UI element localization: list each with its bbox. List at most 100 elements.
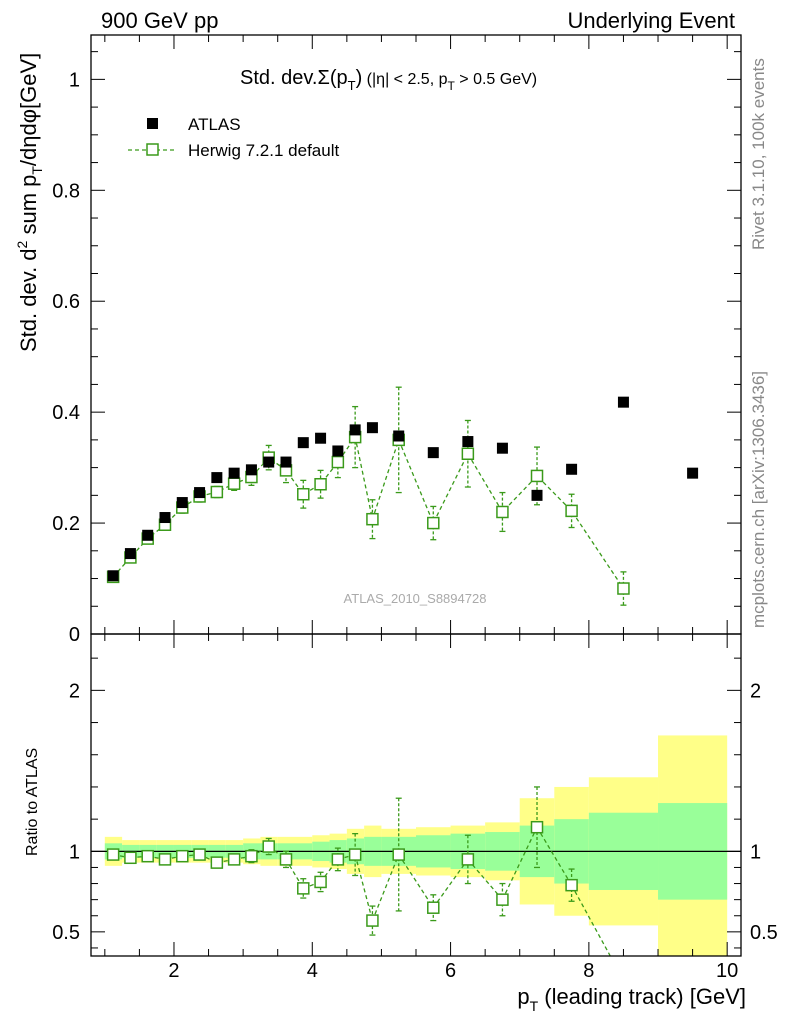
ratio-herwig-point xyxy=(245,849,258,863)
atlas-point xyxy=(315,432,327,444)
title-sigma: Σ(p xyxy=(317,67,347,89)
x-tick-label: 8 xyxy=(583,960,594,982)
atlas-point xyxy=(617,396,629,408)
title-prefix: Std. dev. xyxy=(240,67,317,89)
y-tick-label: 0.6 xyxy=(52,291,80,313)
atlas-point xyxy=(332,445,344,457)
main-y-axis-label: Std. dev. d2 sum pT/dηdφ[GeV] xyxy=(14,53,45,352)
x-tick-label: 6 xyxy=(445,960,456,982)
ratio-herwig-point xyxy=(106,848,120,861)
legend-herwig-label: Herwig 7.2.1 default xyxy=(188,141,339,160)
ratio-herwig-point xyxy=(262,840,275,853)
y-tick-label: 0.2 xyxy=(52,513,80,535)
ratio-y-tick-label-right: 0.5 xyxy=(750,922,778,944)
ratio-y-tick-label: 0.5 xyxy=(52,922,80,944)
atlas-point xyxy=(176,497,188,509)
ratio-y-tick-label-right: 1 xyxy=(750,841,761,863)
header-left-label: 900 GeV pp xyxy=(101,8,218,33)
atlas-point xyxy=(107,570,119,582)
ratio-herwig-point xyxy=(331,853,345,866)
ratio-herwig-point xyxy=(141,849,154,863)
herwig-point xyxy=(297,487,310,501)
herwig-point xyxy=(314,478,327,491)
ratio-herwig-point xyxy=(124,851,137,865)
ratio-herwig-point xyxy=(496,893,509,906)
ratio-uncertainty-bands xyxy=(104,735,728,956)
herwig-point xyxy=(530,469,544,483)
atlas-point xyxy=(142,529,154,541)
herwig-point xyxy=(366,512,379,526)
atlas-point xyxy=(531,489,543,501)
ratio-herwig-point xyxy=(279,853,293,866)
ratio-herwig-line xyxy=(467,858,503,901)
atlas-point xyxy=(462,436,474,448)
y-tick-label: 0.4 xyxy=(52,402,80,424)
herwig-series xyxy=(106,386,630,606)
ratio-herwig-series xyxy=(106,786,611,957)
title-cuts-b: > 0.5 GeV) xyxy=(455,71,537,88)
legend-herwig-marker xyxy=(146,143,159,156)
ratio-herwig-line xyxy=(398,854,434,909)
y-tick-label: 0 xyxy=(69,624,80,646)
y-tick-label: 1 xyxy=(69,69,80,91)
ratio-herwig-point xyxy=(348,848,362,861)
ratio-herwig-point xyxy=(210,856,224,869)
ratio-herwig-point xyxy=(158,853,172,866)
ylabel-sup: 2 xyxy=(14,240,30,248)
atlas-point xyxy=(124,548,136,560)
ratio-plot-frame xyxy=(90,633,742,957)
atlas-point xyxy=(496,442,508,454)
xlabel-b: (leading track) [GeV] xyxy=(538,984,746,1009)
ratio-herwig-point xyxy=(297,882,310,895)
herwig-point xyxy=(461,447,475,460)
ratio-herwig-line xyxy=(536,826,573,886)
ratio-herwig-point xyxy=(427,901,440,914)
title-cuts-sub: T xyxy=(447,79,455,93)
herwig-point xyxy=(496,505,509,519)
ylabel-a: Std. dev. d xyxy=(16,248,41,352)
ratio-herwig-point xyxy=(392,848,405,861)
ratio-herwig-line xyxy=(432,859,469,909)
atlas-point xyxy=(687,467,699,479)
atlas-point xyxy=(228,467,240,479)
ratio-herwig-point xyxy=(530,820,544,834)
y-tick-label: 0.8 xyxy=(52,180,80,202)
atlas-point xyxy=(427,447,439,459)
herwig-line xyxy=(112,435,624,589)
ratio-herwig-point xyxy=(314,875,327,889)
analysis-watermark: ATLAS_2010_S8894728 xyxy=(344,591,487,606)
atlas-point xyxy=(245,464,257,476)
ylabel-sub: T xyxy=(29,166,45,175)
ylabel-c: /dηdφ[GeV] xyxy=(16,53,41,166)
title-sigma-sub: T xyxy=(348,78,356,93)
herwig-point xyxy=(210,485,224,499)
main-title: Std. dev.Σ(pT) (|η| < 2.5, pT > 0.5 GeV) xyxy=(240,67,537,93)
header-right-label: Underlying Event xyxy=(567,8,735,33)
ratio-herwig-point xyxy=(461,853,475,866)
ratio-y-axis-label: Ratio to ATLAS xyxy=(24,748,41,856)
atlas-point xyxy=(297,437,309,449)
x-tick-label: 2 xyxy=(168,960,179,982)
title-sigma-close: ) xyxy=(356,67,363,89)
ratio-herwig-line xyxy=(354,854,374,921)
legend-atlas-label: ATLAS xyxy=(188,115,241,134)
x-axis-label: pT (leading track) [GeV] xyxy=(517,984,746,1014)
atlas-point xyxy=(159,512,171,524)
herwig-point xyxy=(227,477,241,490)
atlas-point xyxy=(211,472,223,484)
atlas-point xyxy=(280,456,292,468)
atlas-point xyxy=(366,422,378,434)
ratio-y-tick-label: 2 xyxy=(69,680,80,702)
ratio-y-tick-label-right: 2 xyxy=(750,680,761,702)
atlas-point xyxy=(393,430,405,442)
ratio-herwig-line xyxy=(371,854,400,921)
xlabel-a: p xyxy=(517,984,529,1009)
ratio-y-tick-label: 1 xyxy=(69,841,80,863)
xlabel-sub: T xyxy=(530,998,539,1014)
atlas-point xyxy=(349,424,361,436)
x-tick-label: 4 xyxy=(307,960,318,982)
ratio-herwig-point xyxy=(366,914,379,927)
ratio-herwig-point xyxy=(176,849,189,863)
herwig-point xyxy=(331,455,345,469)
